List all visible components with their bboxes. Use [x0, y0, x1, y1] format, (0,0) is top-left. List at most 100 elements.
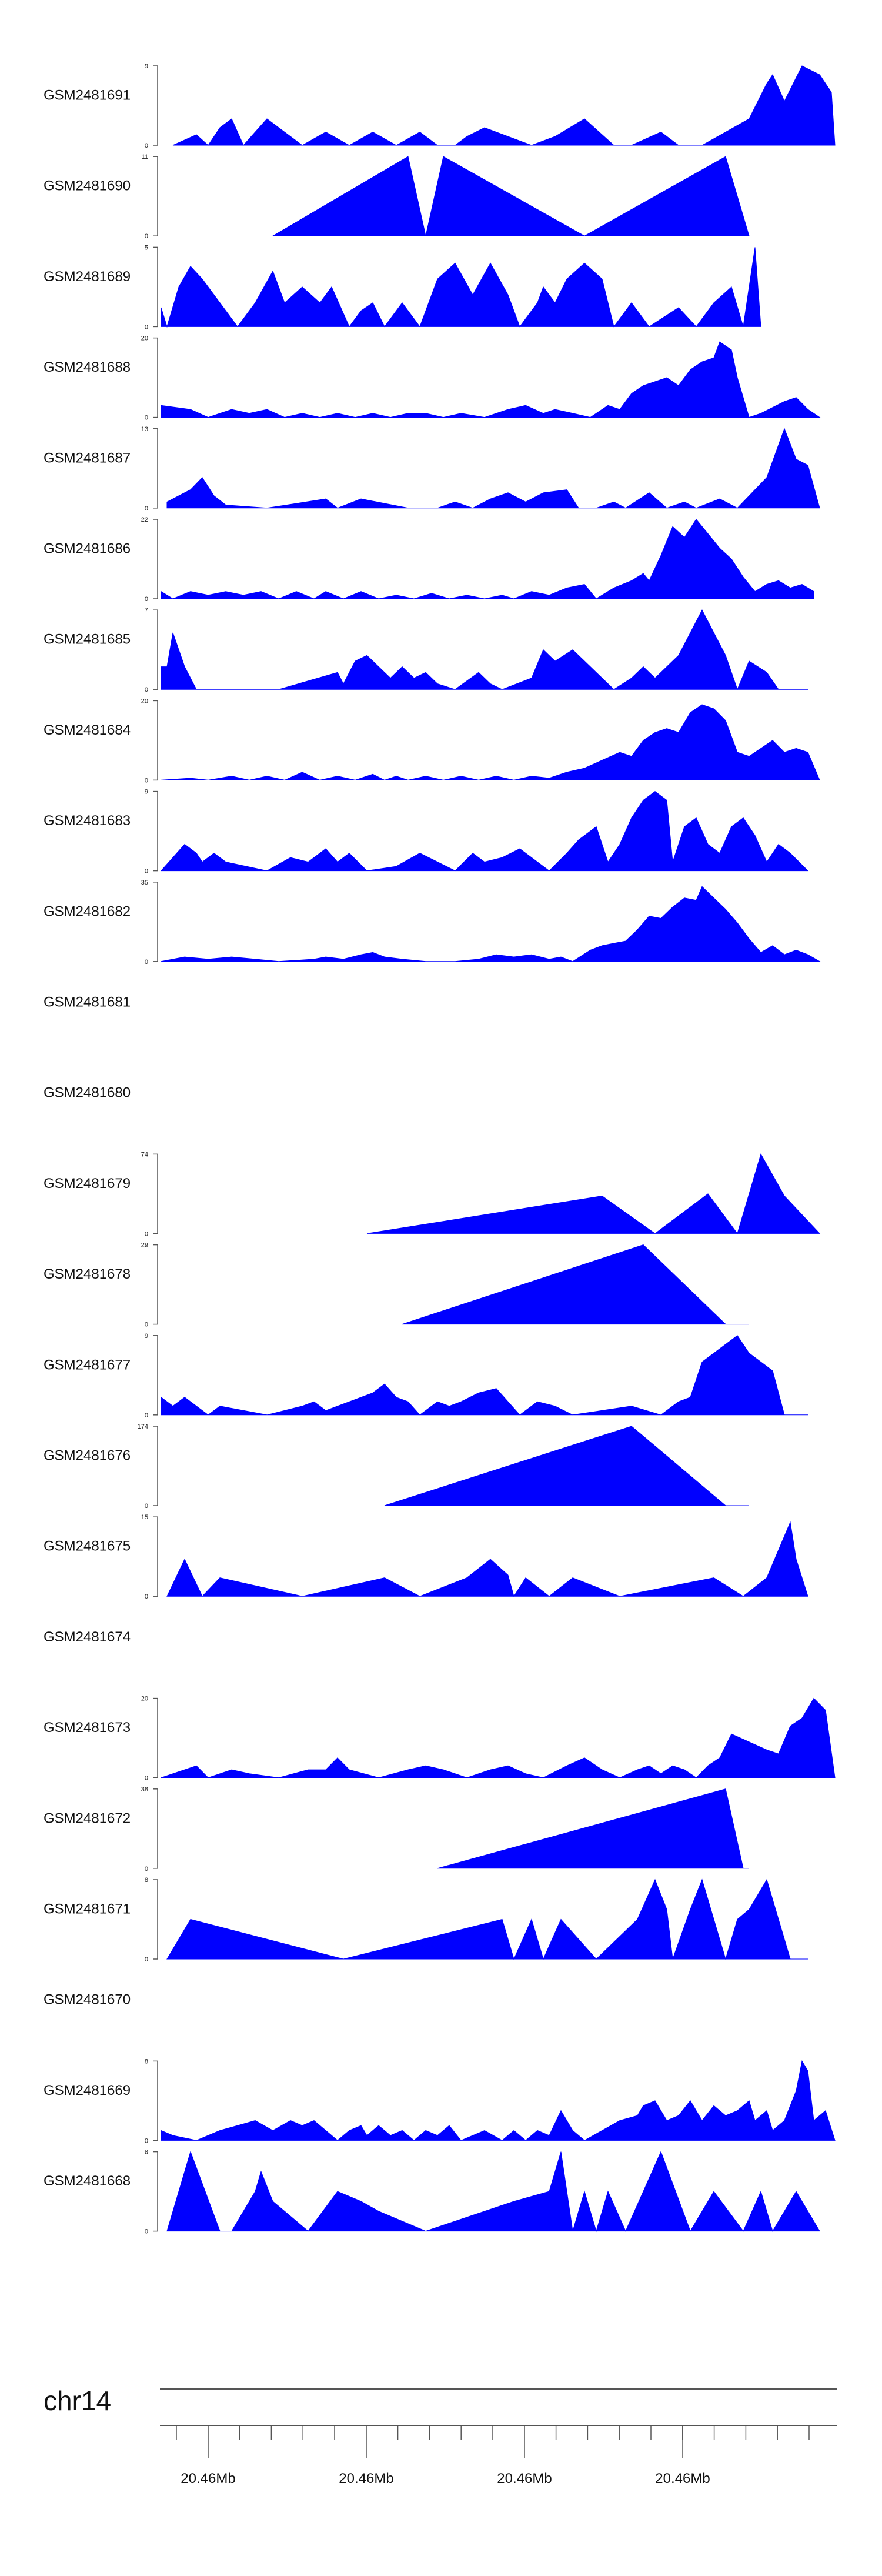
y-tick-label-zero: 0: [145, 505, 148, 512]
chromosome-label: chr14: [44, 2385, 111, 2416]
y-tick-label-max: 15: [141, 1514, 148, 1521]
tracks-layer: GSM248169190GSM2481690110GSM248168950GSM…: [44, 63, 836, 2235]
y-tick-label-zero: 0: [145, 959, 148, 966]
y-tick-label-max: 13: [141, 426, 148, 433]
track-label: GSM2481685: [44, 632, 131, 648]
track-GSM2481675: GSM2481675 15 0: [44, 1514, 808, 1600]
y-tick-label-zero: 0: [145, 1412, 148, 1419]
track-label: GSM2481680: [44, 1085, 131, 1101]
track-label: GSM2481691: [44, 88, 131, 104]
y-tick-label-max: 8: [145, 2149, 148, 2156]
track-GSM2481678: GSM2481678 29 0: [44, 1242, 749, 1329]
track-GSM2481672: GSM2481672 38 0: [44, 1786, 749, 1873]
track-GSM2481676: GSM2481676 174 0: [44, 1423, 749, 1510]
coverage-area: [161, 341, 821, 418]
coverage-area: [172, 65, 836, 146]
track-GSM2481674: GSM2481674: [44, 1629, 131, 1645]
axis-tick-labels: 20.46Mb 20.46Mb 20.46Mb 20.46Mb: [181, 2471, 710, 2487]
track-GSM2481689: GSM2481689 5 0: [44, 244, 761, 331]
y-tick-label-zero: 0: [145, 1866, 148, 1873]
track-GSM2481686: GSM2481686 22 0: [44, 516, 814, 603]
track-label: GSM2481689: [44, 269, 131, 285]
track-GSM2481681: GSM2481681: [44, 995, 131, 1010]
track-GSM2481671: GSM2481671 8 0: [44, 1877, 808, 1963]
y-tick-label-max: 9: [145, 63, 148, 70]
axis-tick-label: 20.46Mb: [181, 2471, 235, 2487]
axis-tick-label: 20.46Mb: [339, 2471, 393, 2487]
track-label: GSM2481675: [44, 1539, 131, 1554]
y-tick-label-zero: 0: [145, 1775, 148, 1782]
coverage-area: [161, 2060, 836, 2141]
coverage-area: [166, 1521, 808, 1597]
y-tick-label-max: 9: [145, 789, 148, 796]
y-tick-label-zero: 0: [145, 686, 148, 693]
y-tick-label-zero: 0: [145, 142, 148, 149]
track-GSM2481684: GSM2481684 20 0: [44, 698, 820, 784]
y-tick-label-max: 11: [142, 154, 148, 161]
track-GSM2481668: GSM2481668 8 0: [44, 2149, 820, 2235]
coverage-area: [166, 428, 820, 509]
track-GSM2481669: GSM2481669 8 0: [44, 2058, 836, 2144]
track-GSM2481691: GSM2481691 9 0: [44, 63, 836, 149]
track-label: GSM2481679: [44, 1176, 131, 1192]
track-label: GSM2481686: [44, 541, 131, 557]
y-tick-label-zero: 0: [145, 1956, 148, 1963]
y-tick-label-max: 20: [141, 698, 148, 705]
track-GSM2481673: GSM2481673 20 0: [44, 1696, 836, 1782]
coverage-area: [161, 1335, 808, 1416]
y-tick-label-zero: 0: [145, 1593, 148, 1600]
track-GSM2481687: GSM2481687 13 0: [44, 426, 820, 512]
track-label: GSM2481673: [44, 1720, 131, 1736]
track-label: GSM2481676: [44, 1448, 131, 1464]
track-label: GSM2481687: [44, 450, 131, 466]
y-tick-label-max: 74: [141, 1151, 148, 1158]
coverage-area: [272, 156, 750, 236]
y-tick-label-max: 174: [138, 1423, 148, 1430]
track-label: GSM2481684: [44, 722, 131, 738]
y-tick-label-max: 29: [141, 1242, 148, 1249]
track-label: GSM2481678: [44, 1266, 131, 1282]
y-tick-label-max: 8: [145, 2058, 148, 2065]
track-GSM2481679: GSM2481679 74 0: [44, 1151, 821, 1237]
y-tick-label-max: 20: [141, 1696, 148, 1703]
y-tick-label-max: 7: [145, 607, 148, 614]
track-GSM2481683: GSM2481683 9 0: [44, 789, 809, 875]
y-tick-label-zero: 0: [145, 777, 148, 784]
y-tick-label-max: 20: [141, 335, 148, 342]
track-GSM2481680: GSM2481680: [44, 1085, 131, 1101]
track-label: GSM2481690: [44, 178, 131, 194]
track-label: GSM2481670: [44, 1992, 131, 2008]
track-label: GSM2481683: [44, 813, 131, 829]
coverage-area: [161, 609, 808, 690]
axis-tick-label: 20.46Mb: [497, 2471, 552, 2487]
y-tick-label-zero: 0: [145, 1230, 148, 1237]
track-GSM2481670: GSM2481670: [44, 1992, 131, 2008]
y-tick-label-zero: 0: [145, 1322, 148, 1329]
coverage-area: [161, 519, 814, 599]
y-tick-label-zero: 0: [145, 323, 148, 331]
track-label: GSM2481681: [44, 995, 131, 1010]
coverage-area: [384, 1426, 749, 1506]
y-tick-label-zero: 0: [145, 233, 148, 240]
track-GSM2481690: GSM2481690 11 0: [44, 154, 750, 240]
coverage-area: [402, 1244, 749, 1325]
y-tick-label-zero: 0: [145, 2137, 148, 2144]
genome-axis: chr14 20.46Mb 20.46Mb 20.46Mb 20.46Mb: [44, 2385, 837, 2487]
y-tick-label-max: 9: [145, 1333, 148, 1340]
track-GSM2481682: GSM2481682 35 0: [44, 879, 821, 966]
track-label: GSM2481677: [44, 1357, 131, 1373]
y-tick-label-max: 8: [145, 1877, 148, 1884]
coverage-area: [161, 247, 761, 328]
y-tick-label-max: 38: [141, 1786, 148, 1793]
y-tick-label-max: 22: [141, 516, 148, 523]
track-label: GSM2481668: [44, 2173, 131, 2189]
y-tick-label-zero: 0: [145, 2228, 148, 2235]
y-tick-label-max: 35: [141, 879, 148, 886]
axis-tick-label: 20.46Mb: [655, 2471, 710, 2487]
track-label: GSM2481671: [44, 1901, 131, 1917]
coverage-area: [166, 2151, 820, 2233]
coverage-area: [161, 1697, 836, 1778]
track-label: GSM2481674: [44, 1629, 131, 1645]
y-tick-label-max: 5: [145, 244, 148, 251]
track-label: GSM2481688: [44, 359, 131, 375]
